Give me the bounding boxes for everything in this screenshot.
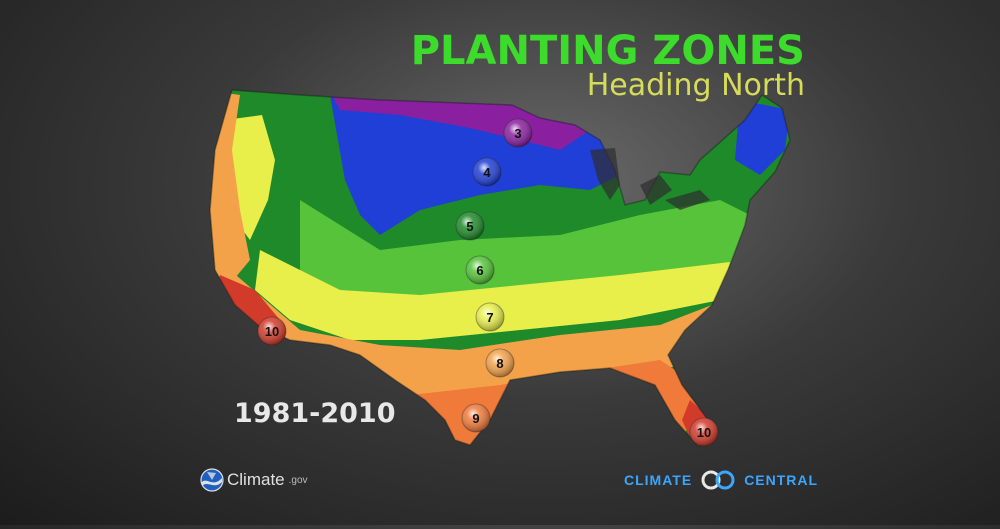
zone-marker-10: 10 [689, 417, 719, 447]
zone-band-4b [735, 100, 790, 175]
zone-marker-label: 4 [483, 165, 491, 180]
period-label: 1981-2010 [234, 398, 396, 429]
zone-marker-label: 10 [697, 425, 711, 440]
zone-marker-shine [486, 349, 514, 377]
noaa-logo: Climate .gov [200, 468, 308, 492]
climate-central-left: CLIMATE [624, 472, 693, 488]
zone-marker-label: 9 [472, 411, 479, 426]
zone-band-7 [255, 250, 730, 340]
zone-marker-6: 6 [465, 255, 495, 285]
zone-marker-shine [258, 317, 286, 345]
title-line-1: PLANTING ZONES [410, 28, 805, 74]
zone-marker-label: 6 [476, 263, 483, 278]
zone-marker-5: 5 [455, 211, 485, 241]
zone-marker-10: 10 [257, 316, 287, 346]
great-lakes [590, 148, 710, 210]
zone-marker-label: 3 [514, 126, 521, 141]
title-line-2: Heading North [586, 68, 805, 103]
zone-marker-shine [466, 256, 494, 284]
zone-marker-label: 8 [496, 356, 503, 371]
zone-marker-shine [473, 158, 501, 186]
zone-marker-3: 3 [503, 118, 533, 148]
climate-central-rings-icon [701, 470, 735, 490]
zone-marker-shine [690, 418, 718, 446]
zone-marker-8: 8 [485, 348, 515, 378]
climate-central-right: CENTRAL [744, 472, 819, 488]
zone-marker-shine [476, 303, 504, 331]
noaa-logo-text: Climate [227, 470, 285, 489]
zone-marker-shine [462, 404, 490, 432]
zone-marker-shine [456, 212, 484, 240]
zone-marker-4: 4 [472, 157, 502, 187]
zone-markers: 3 4 5 6 7 8 10 9 10 [257, 118, 719, 447]
zone-marker-7: 7 [475, 302, 505, 332]
zone-marker-label: 10 [265, 324, 279, 339]
zone-marker-9: 9 [461, 403, 491, 433]
zone-marker-label: 7 [486, 310, 493, 325]
noaa-logo-suffix: .gov [288, 474, 308, 486]
climate-central-logo: CLIMATE CENTRAL [624, 470, 818, 490]
zone-marker-label: 5 [466, 219, 473, 234]
zone-marker-shine [504, 119, 532, 147]
noaa-icon [200, 468, 224, 492]
